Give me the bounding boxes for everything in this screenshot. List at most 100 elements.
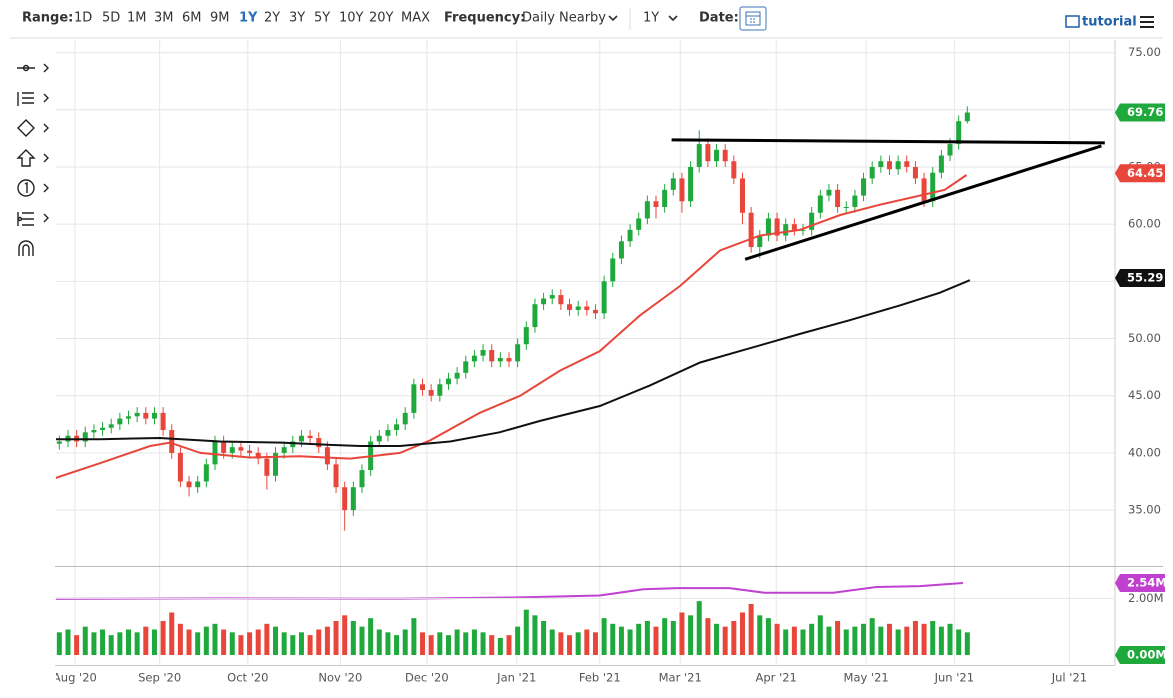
candle-body [229,447,235,453]
date-label: Date: [699,11,739,26]
candle-body [273,452,279,476]
volume-bar [644,620,650,655]
moving-average-line [56,174,968,479]
volume-bar [437,632,443,655]
x-tick-label: Oct '20 [227,671,268,685]
volume-bar [203,626,209,655]
candle-body [169,430,175,453]
volume-bar [722,626,728,655]
volume-bar [350,620,356,655]
candle-body [515,344,521,362]
tool-line[interactable] [17,63,49,73]
candle-body [696,144,702,167]
frequency-select[interactable]: Daily Nearby [522,11,606,26]
candle-body [826,189,832,196]
candle-body [532,304,538,328]
volume-bar [342,615,348,655]
tool-text[interactable] [17,179,49,197]
tutorial-icon [1065,15,1080,28]
volume-bar [100,629,106,655]
candle-body [809,212,815,230]
candle-body [454,372,460,379]
tutorial-link[interactable]: tutorial [1082,15,1137,30]
tool-arrow[interactable] [16,149,49,167]
tool-measure[interactable] [17,212,49,226]
volume-bar [610,623,616,655]
candle-body [523,327,529,345]
volume-bar [852,626,858,655]
candle-body [489,349,495,362]
volume-bar [195,632,201,655]
volume-bar [497,637,503,655]
volume-bar [636,623,642,655]
volume-bar [800,629,806,655]
candle-body [480,349,486,356]
volume-bar [420,632,426,655]
calendar-button[interactable] [739,6,767,31]
volume-bar [264,623,270,655]
volume-bar [523,609,529,655]
range-option[interactable]: MAX [401,11,430,26]
candle-body [238,447,244,451]
y-tick-label: 45.00 [1128,388,1161,402]
volume-bar [324,626,330,655]
volume-bar [705,618,711,655]
period-select[interactable]: 1Y [643,11,659,26]
candle-body [670,178,676,190]
range-option[interactable]: 3M [154,11,174,26]
range-option[interactable]: 10Y [339,11,364,26]
tool-fib[interactable] [17,92,49,106]
volume-bar [783,629,789,655]
candle-body [91,430,97,433]
range-option[interactable]: 3Y [289,11,305,26]
volume-bar [904,626,910,655]
tool-shape[interactable] [17,119,49,137]
candle-body [592,309,598,314]
price-badge [1115,646,1165,664]
volume-bar [56,632,62,655]
trendline [744,144,1102,261]
volume-bar [947,623,953,655]
range-label: Range: [22,11,73,26]
volume-bar [541,620,547,655]
volume-bar [480,632,486,655]
volume-bar [835,620,841,655]
range-option[interactable]: 5D [102,11,120,26]
price-badge-label: 0.00M [1127,648,1167,662]
candle-body [160,412,166,431]
candle-body [177,452,183,482]
volume-bar [558,632,564,655]
frequency-label: Frequency: [444,11,525,26]
range-option[interactable]: 1D [74,11,92,26]
volume-bar [895,629,901,655]
range-option[interactable]: 2Y [264,11,280,26]
volume-bar [515,626,521,655]
range-option[interactable]: 1M [127,11,147,26]
volume-bar [653,626,659,655]
candle-body [861,178,867,196]
range-option[interactable]: 6M [182,11,202,26]
candle-body [307,435,313,439]
toolbar: Range: Frequency: Daily Nearby 1Y Date: … [22,6,1154,31]
candle-body [835,189,841,207]
candle-body [748,212,754,248]
tool-magnet[interactable] [18,240,34,256]
menu-button[interactable] [1140,16,1154,28]
volume-bar [160,620,166,655]
candle-body [247,450,253,453]
candle-body [878,161,884,167]
candle-body [117,418,123,425]
range-option[interactable]: 1Y [239,11,258,26]
candle-body [912,166,918,179]
volume-bar [549,629,555,655]
candle-body [627,229,633,242]
range-option[interactable]: 20Y [369,11,394,26]
volume-bar [861,623,867,655]
volume-bar [229,632,235,655]
candle-body [783,224,789,236]
range-option[interactable]: 9M [210,11,230,26]
volume-bar [601,618,607,655]
range-option[interactable]: 5Y [314,11,330,26]
price-badge [1115,574,1165,593]
candle-body [420,384,426,390]
